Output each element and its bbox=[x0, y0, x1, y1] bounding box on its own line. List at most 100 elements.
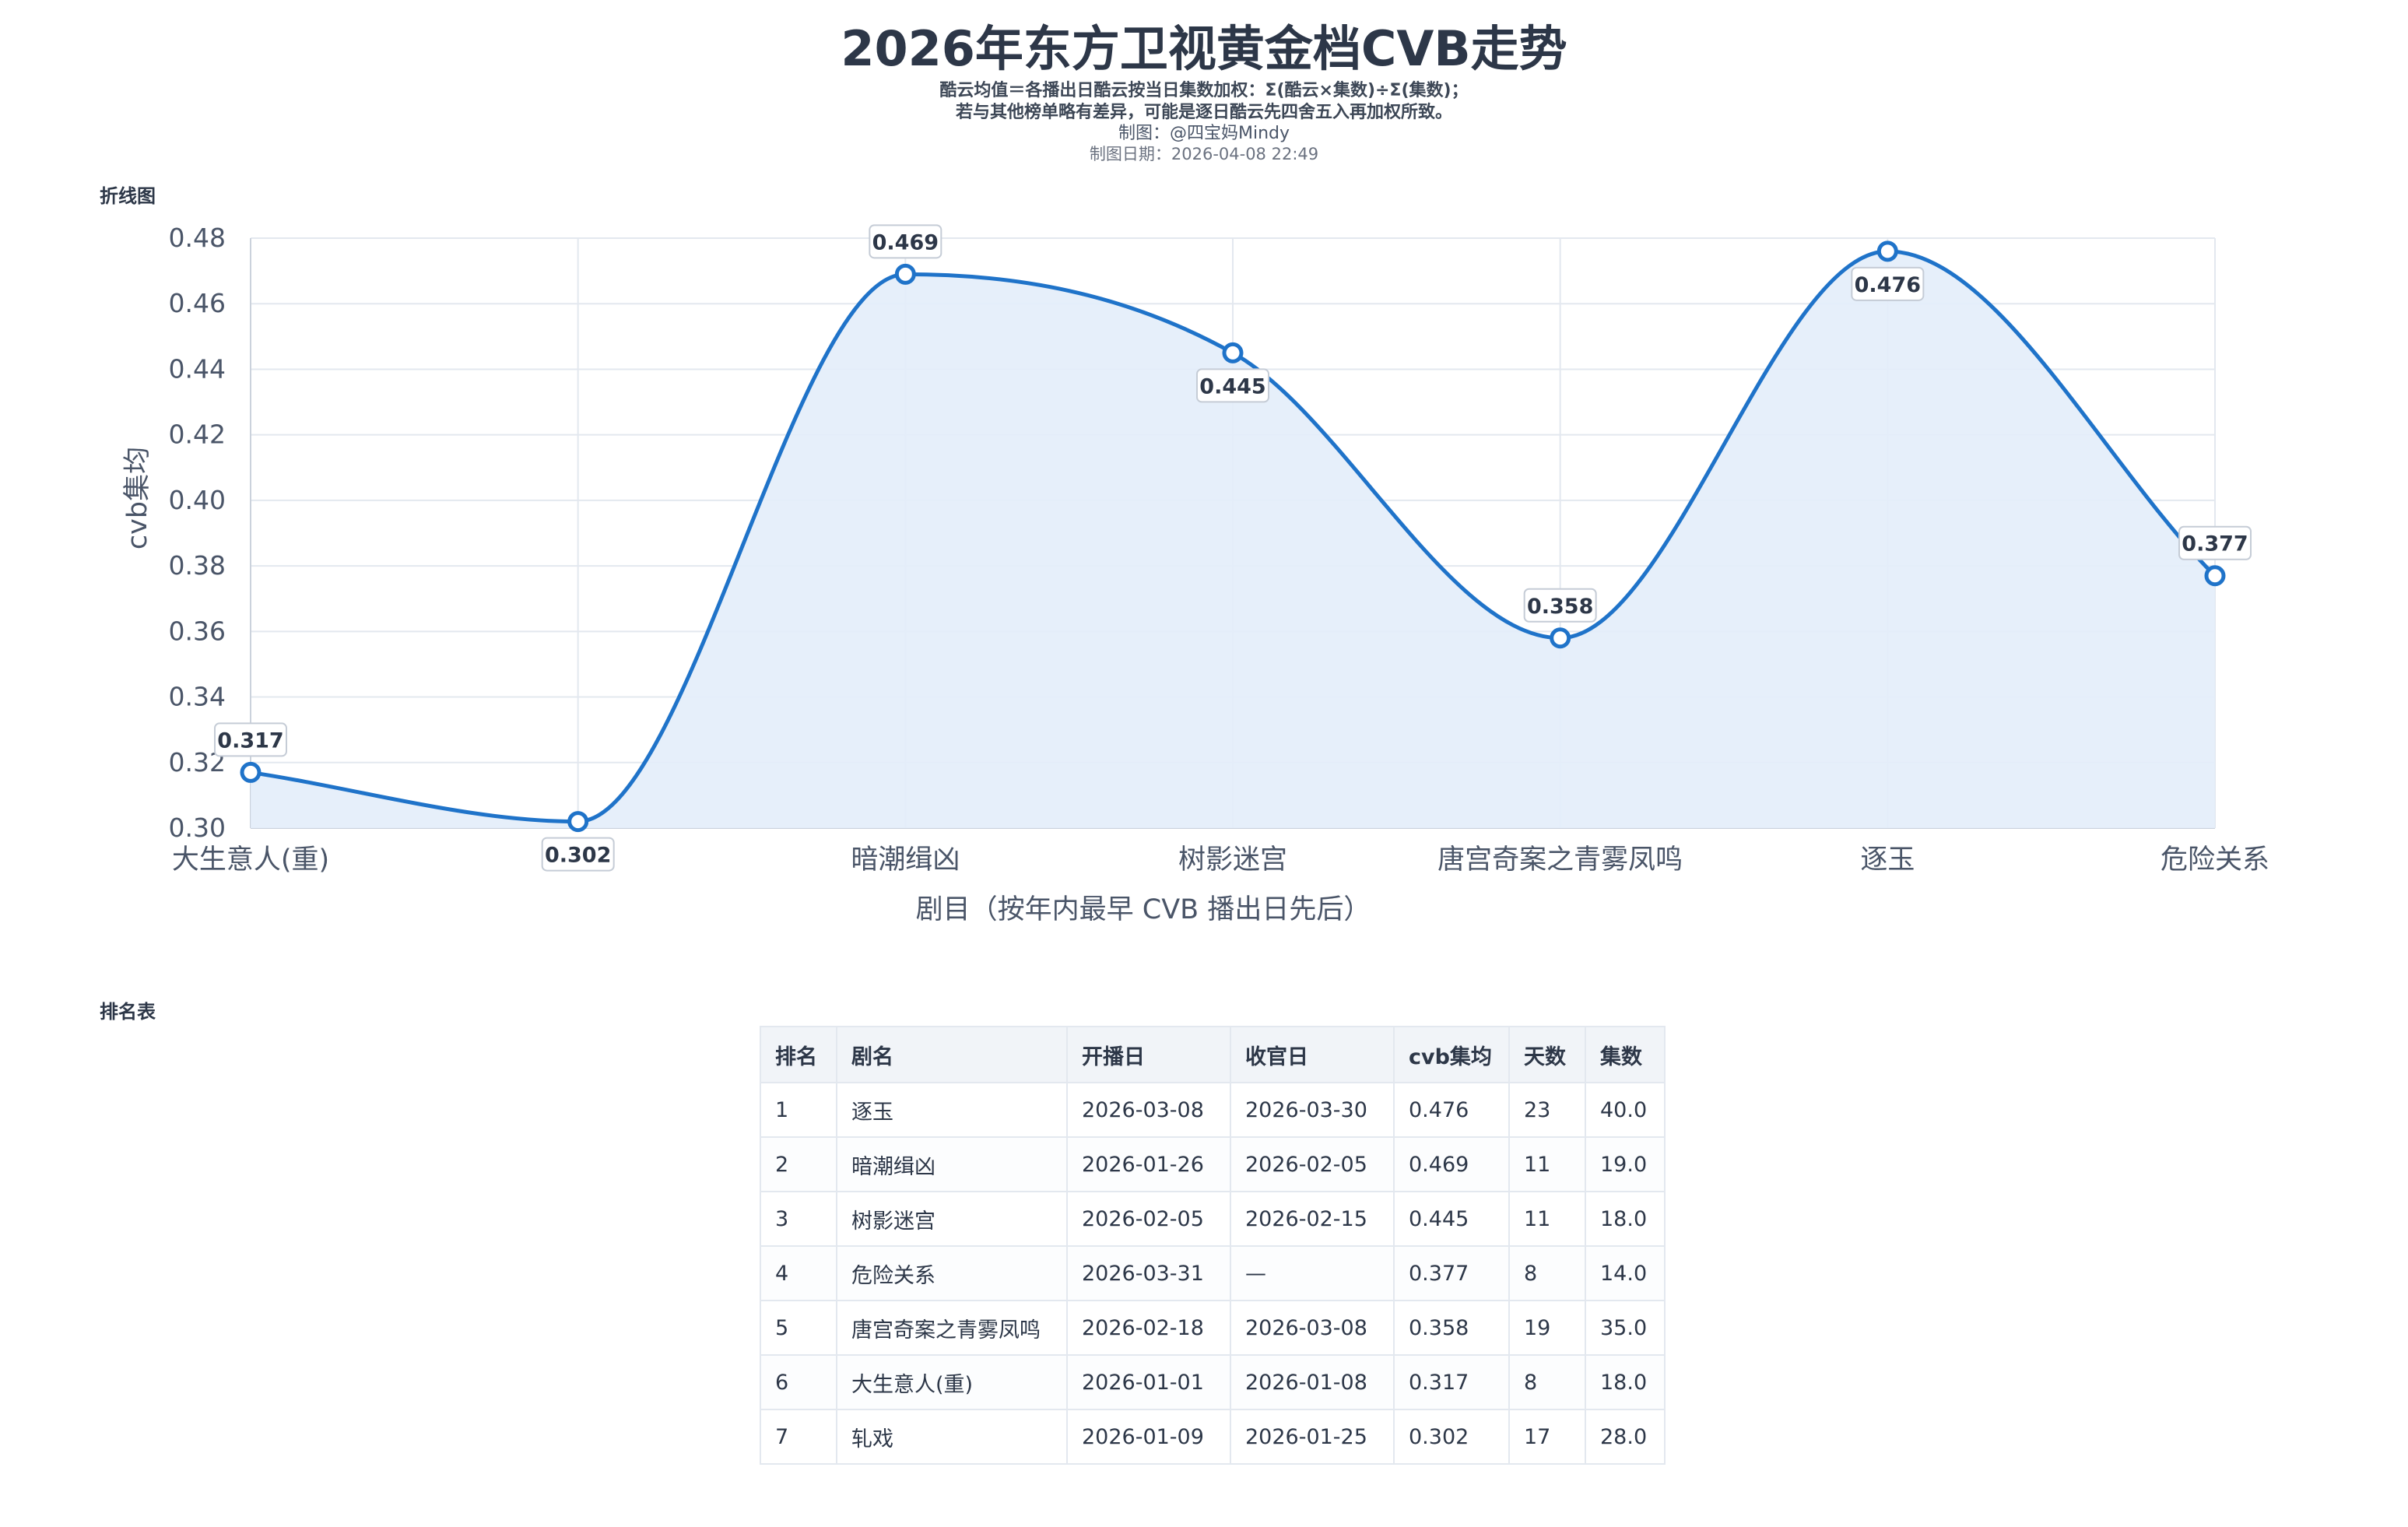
page-title: 2026年东方卫视黄金档CVB走势 bbox=[841, 20, 1567, 77]
cell-episodes: 40.0 bbox=[1585, 1082, 1666, 1138]
data-point bbox=[1876, 240, 1898, 262]
cell-episodes: 14.0 bbox=[1585, 1245, 1666, 1301]
cell-days: 8 bbox=[1508, 1245, 1586, 1301]
series-area bbox=[251, 251, 2215, 828]
col-rank-header: 排名 bbox=[760, 1026, 837, 1083]
cell-days: 23 bbox=[1508, 1082, 1586, 1138]
data-label-box bbox=[1523, 588, 1597, 623]
data-point bbox=[1550, 627, 1571, 649]
data-label: 0.358 bbox=[1523, 588, 1597, 623]
cell-title: 暗潮缉凶 bbox=[836, 1136, 1068, 1192]
x-tick-label: 大生意人(重) bbox=[172, 844, 329, 876]
cell-rank: 3 bbox=[760, 1191, 837, 1247]
col-cvb-header: cvb集均 bbox=[1393, 1026, 1510, 1083]
x-tick-label: 危险关系 bbox=[2161, 844, 2269, 876]
cell-episodes: 18.0 bbox=[1585, 1191, 1666, 1247]
data-point bbox=[1222, 342, 1244, 363]
x-axis-ticks: 大生意人(重)轧戏暗潮缉凶树影迷宫唐宫奇案之青雾凤鸣逐玉危险关系 bbox=[172, 844, 2269, 876]
author-credit: 制图：@四宝妈Mindy bbox=[1118, 124, 1290, 143]
y-axis-title: cvb集均 bbox=[122, 447, 153, 549]
table-row: 4 危险关系 2026-03-31 — 0.377 8 14.0 bbox=[760, 1245, 1666, 1301]
data-label-box bbox=[869, 224, 942, 259]
cell-days: 11 bbox=[1508, 1191, 1586, 1247]
cell-title: 树影迷宫 bbox=[836, 1191, 1068, 1247]
cell-episodes: 19.0 bbox=[1585, 1136, 1666, 1192]
cell-episodes: 28.0 bbox=[1585, 1409, 1666, 1465]
cell-start: 2026-01-26 bbox=[1066, 1136, 1231, 1192]
col-start-header: 开播日 bbox=[1066, 1026, 1231, 1083]
cell-rank: 4 bbox=[760, 1245, 837, 1301]
cell-title: 危险关系 bbox=[836, 1245, 1068, 1301]
cell-start: 2026-02-18 bbox=[1066, 1300, 1231, 1356]
cell-cvb: 0.358 bbox=[1393, 1300, 1510, 1356]
cell-cvb: 0.445 bbox=[1393, 1191, 1510, 1247]
cell-episodes: 18.0 bbox=[1585, 1354, 1666, 1410]
data-label: 0.469 bbox=[869, 224, 942, 259]
data-points bbox=[240, 240, 2226, 833]
subtitle-note: 若与其他榜单略有差异，可能是逐日酷云先四舍五入再加权所致。 bbox=[955, 103, 1452, 122]
cell-end: 2026-01-08 bbox=[1230, 1354, 1395, 1410]
cell-rank: 6 bbox=[760, 1354, 837, 1410]
table-header-row: 排名 剧名 开播日 收官日 cvb集均 天数 集数 bbox=[760, 1026, 1666, 1083]
table-row: 6 大生意人(重) 2026-01-01 2026-01-08 0.317 8 … bbox=[760, 1354, 1666, 1410]
cell-start: 2026-03-31 bbox=[1066, 1245, 1231, 1301]
table-row: 2 暗潮缉凶 2026-01-26 2026-02-05 0.469 11 19… bbox=[760, 1136, 1666, 1192]
data-label: 0.317 bbox=[214, 722, 287, 757]
cell-start: 2026-01-01 bbox=[1066, 1354, 1231, 1410]
x-tick-label: 逐玉 bbox=[1860, 844, 1915, 876]
data-label: 0.445 bbox=[1196, 368, 1269, 403]
cell-rank: 2 bbox=[760, 1136, 837, 1192]
cell-rank: 5 bbox=[760, 1300, 837, 1356]
line-chart: 0.300.320.340.360.380.400.420.440.460.48… bbox=[122, 223, 2269, 925]
y-tick-label: 0.38 bbox=[169, 550, 226, 581]
cell-rank: 1 bbox=[760, 1082, 837, 1138]
cell-title: 逐玉 bbox=[836, 1082, 1068, 1138]
y-tick-label: 0.42 bbox=[169, 419, 226, 450]
data-point bbox=[240, 761, 262, 783]
col-episodes-header: 集数 bbox=[1585, 1026, 1666, 1083]
cell-cvb: 0.302 bbox=[1393, 1409, 1510, 1465]
cell-start: 2026-02-05 bbox=[1066, 1191, 1231, 1247]
cell-cvb: 0.317 bbox=[1393, 1354, 1510, 1410]
x-tick-label: 唐宫奇案之青雾凤鸣 bbox=[1437, 844, 1683, 876]
data-point bbox=[567, 811, 589, 833]
y-tick-label: 0.36 bbox=[169, 616, 226, 646]
data-label-box bbox=[541, 837, 615, 872]
table-row: 7 轧戏 2026-01-09 2026-01-25 0.302 17 28.0 bbox=[760, 1409, 1666, 1465]
cell-title: 轧戏 bbox=[836, 1409, 1068, 1465]
cell-end: 2026-03-30 bbox=[1230, 1082, 1395, 1138]
data-labels: 0.317 0.302 0.469 0.445 0.358 0.476 0.377 bbox=[214, 224, 2252, 872]
y-tick-label: 0.40 bbox=[169, 485, 226, 515]
cell-end: — bbox=[1230, 1245, 1395, 1301]
data-label-text: 0.476 bbox=[1855, 273, 1921, 297]
data-label: 0.377 bbox=[2178, 525, 2252, 560]
cell-days: 17 bbox=[1508, 1409, 1586, 1465]
data-label-text: 0.445 bbox=[1199, 374, 1265, 398]
cell-cvb: 0.469 bbox=[1393, 1136, 1510, 1192]
data-label-box bbox=[1851, 266, 1925, 301]
y-tick-label: 0.48 bbox=[169, 223, 226, 253]
data-point bbox=[2204, 565, 2226, 587]
y-tick-label: 0.44 bbox=[169, 353, 226, 384]
data-label-text: 0.469 bbox=[872, 230, 939, 254]
data-label-text: 0.302 bbox=[545, 844, 611, 868]
cell-title: 大生意人(重) bbox=[836, 1354, 1068, 1410]
cell-episodes: 35.0 bbox=[1585, 1300, 1666, 1356]
cell-title: 唐宫奇案之青雾凤鸣 bbox=[836, 1300, 1068, 1356]
data-label-text: 0.358 bbox=[1527, 595, 1593, 619]
cell-start: 2026-03-08 bbox=[1066, 1082, 1231, 1138]
cell-rank: 7 bbox=[760, 1409, 837, 1465]
chart-section-label: 折线图 bbox=[100, 185, 156, 207]
cell-end: 2026-03-08 bbox=[1230, 1300, 1395, 1356]
data-label: 0.302 bbox=[541, 837, 615, 872]
data-label-text: 0.377 bbox=[2182, 532, 2248, 556]
data-label-box bbox=[214, 722, 287, 757]
cell-days: 19 bbox=[1508, 1300, 1586, 1356]
col-days-header: 天数 bbox=[1508, 1026, 1586, 1083]
cell-start: 2026-01-09 bbox=[1066, 1409, 1231, 1465]
x-axis-title: 剧目（按年内最早 CVB 播出日先后） bbox=[916, 894, 1371, 925]
table-section-label: 排名表 bbox=[100, 1001, 156, 1023]
created-date: 制图日期：2026-04-08 22:49 bbox=[1089, 145, 1319, 163]
y-tick-label: 0.46 bbox=[169, 288, 226, 318]
ranking-table: 排名 剧名 开播日 收官日 cvb集均 天数 集数 1 逐玉 2026-03-0… bbox=[760, 1026, 1666, 1465]
